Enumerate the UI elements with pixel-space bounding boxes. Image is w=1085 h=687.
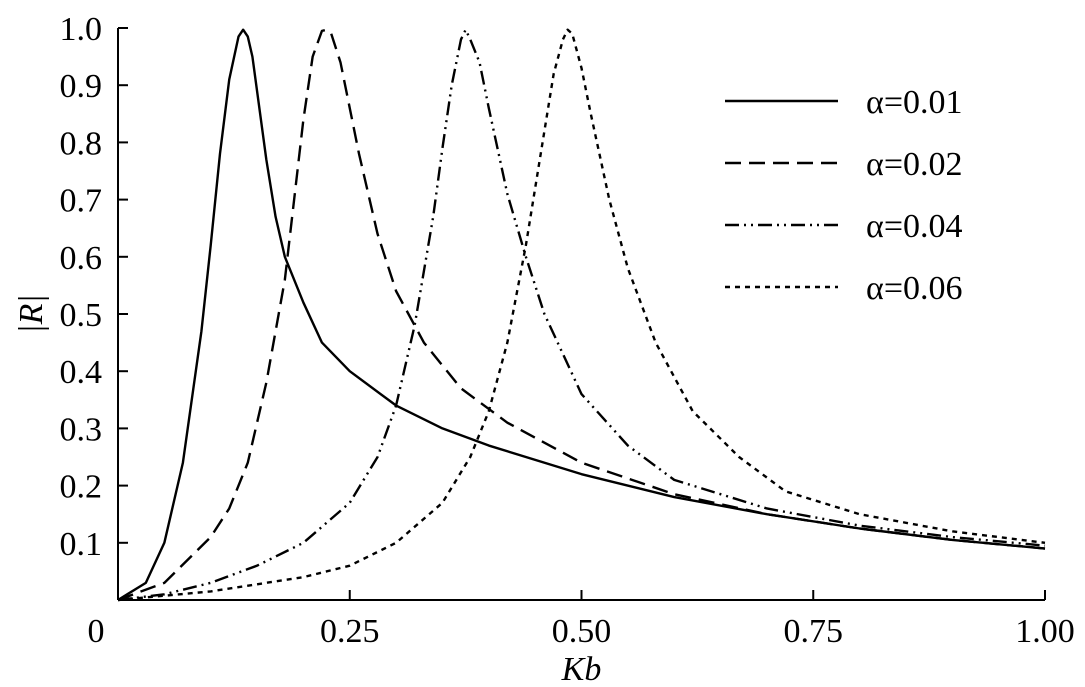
series-line-2: [117, 28, 1046, 602]
legend: α=0.01 α=0.02 α=0.04 α=0.06: [725, 84, 963, 307]
x-ticks: 0 0.25 0.50 0.75 1.00: [88, 590, 1075, 650]
series-layer: [117, 28, 1046, 602]
legend-label-2: α=0.02: [866, 146, 963, 183]
x-tick-label: 0.75: [784, 613, 844, 650]
y-tick-label: 0.4: [60, 354, 103, 391]
x-tick-label: 0.50: [552, 613, 612, 650]
y-tick-label: 0.7: [60, 183, 103, 220]
y-tick-label: 1.0: [60, 11, 103, 48]
x-tick-label: 0: [88, 613, 105, 650]
legend-label-4: α=0.06: [866, 270, 963, 307]
y-tick-label: 0.3: [60, 411, 103, 448]
series-line-1: [117, 28, 1046, 602]
y-tick-label: 0.5: [60, 297, 103, 334]
legend-label-3: α=0.04: [866, 208, 963, 245]
y-tick-label: 0.1: [60, 526, 103, 563]
x-axis-title: Kb: [561, 651, 602, 687]
y-tick-label: 0.2: [60, 469, 103, 506]
legend-label-1: α=0.01: [866, 84, 963, 121]
y-tick-label: 0.6: [60, 240, 103, 277]
y-axis-title: |R|: [13, 294, 50, 333]
y-ticks: 0.1 0.2 0.3 0.4 0.5 0.6 0.7 0.8 0.9 1.0: [60, 11, 128, 563]
y-tick-label: 0.9: [60, 68, 103, 105]
y-tick-label: 0.8: [60, 125, 103, 162]
x-tick-label: 1.00: [1015, 613, 1075, 650]
x-tick-label: 0.25: [320, 613, 380, 650]
